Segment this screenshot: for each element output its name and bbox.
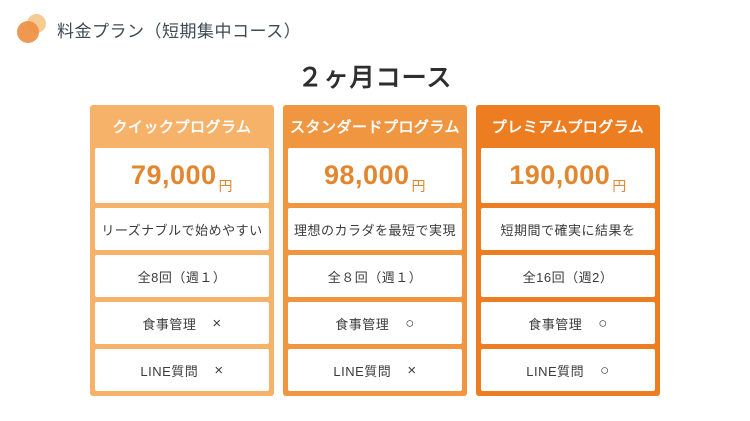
- feature-label: LINE質問: [333, 363, 392, 379]
- feature-label: LINE質問: [526, 363, 585, 379]
- price-currency: 円: [411, 178, 427, 194]
- feature-mark: ○: [405, 314, 415, 332]
- feature-mark: ○: [600, 361, 610, 379]
- slide-header-title: 料金プラン（短期集中コース）: [57, 21, 302, 41]
- price-amount: 98,000: [323, 160, 410, 190]
- plan-price-cell: 190,000 円: [481, 148, 655, 203]
- price-amount: 79,000: [130, 160, 217, 190]
- price-amount: 190,000: [509, 160, 611, 190]
- feature-row-line: LINE質問 ×: [288, 349, 462, 391]
- plan-name: スタンダードプログラム: [289, 119, 461, 136]
- slide-header: 料金プラン（短期集中コース）: [0, 0, 750, 45]
- feature-row-meal: 食事管理 ○: [481, 302, 655, 344]
- feature-row-line: LINE質問 ×: [95, 349, 269, 391]
- plan-sessions: 全8回（週１）: [95, 255, 269, 297]
- plan-price-cell: 98,000 円: [288, 148, 462, 203]
- feature-row-meal: 食事管理 ×: [95, 302, 269, 344]
- plan-description: 理想のカラダを最短で実現: [288, 208, 462, 250]
- course-title: ２ヶ月コース: [297, 64, 453, 92]
- feature-mark: ×: [407, 361, 417, 379]
- plan-name: クイックプログラム: [112, 119, 252, 136]
- plan-price-cell: 79,000 円: [95, 148, 269, 203]
- pricing-table: クイックプログラム 79,000 円 リーズナブルで始めやすい 全8回（週１） …: [0, 105, 750, 396]
- plan-description: 短期間で確実に結果を: [481, 208, 655, 250]
- plan-column-quick: クイックプログラム 79,000 円 リーズナブルで始めやすい 全8回（週１） …: [90, 105, 274, 396]
- plan-column-standard: スタンダードプログラム 98,000 円 理想のカラダを最短で実現 全８回（週１…: [283, 105, 467, 396]
- feature-mark: ×: [214, 361, 224, 379]
- feature-label: LINE質問: [140, 363, 199, 379]
- feature-label: 食事管理: [335, 316, 390, 332]
- plan-sessions: 全８回（週１）: [288, 255, 462, 297]
- plan-sessions: 全16回（週2）: [481, 255, 655, 297]
- plan-name: プレミアムプログラム: [491, 119, 645, 136]
- feature-mark: ×: [212, 314, 222, 332]
- price-currency: 円: [612, 178, 627, 194]
- feature-label: 食事管理: [142, 316, 197, 332]
- logo-circle-front: [17, 21, 39, 43]
- feature-label: 食事管理: [528, 316, 583, 332]
- brand-logo-icon: [16, 13, 48, 45]
- feature-row-line: LINE質問 ○: [481, 349, 655, 391]
- plan-column-premium: プレミアムプログラム 190,000 円 短期間で確実に結果を 全16回（週2）…: [476, 105, 660, 396]
- feature-row-meal: 食事管理 ○: [288, 302, 462, 344]
- price-currency: 円: [218, 178, 234, 194]
- feature-mark: ○: [598, 314, 608, 332]
- plan-description: リーズナブルで始めやすい: [95, 208, 269, 250]
